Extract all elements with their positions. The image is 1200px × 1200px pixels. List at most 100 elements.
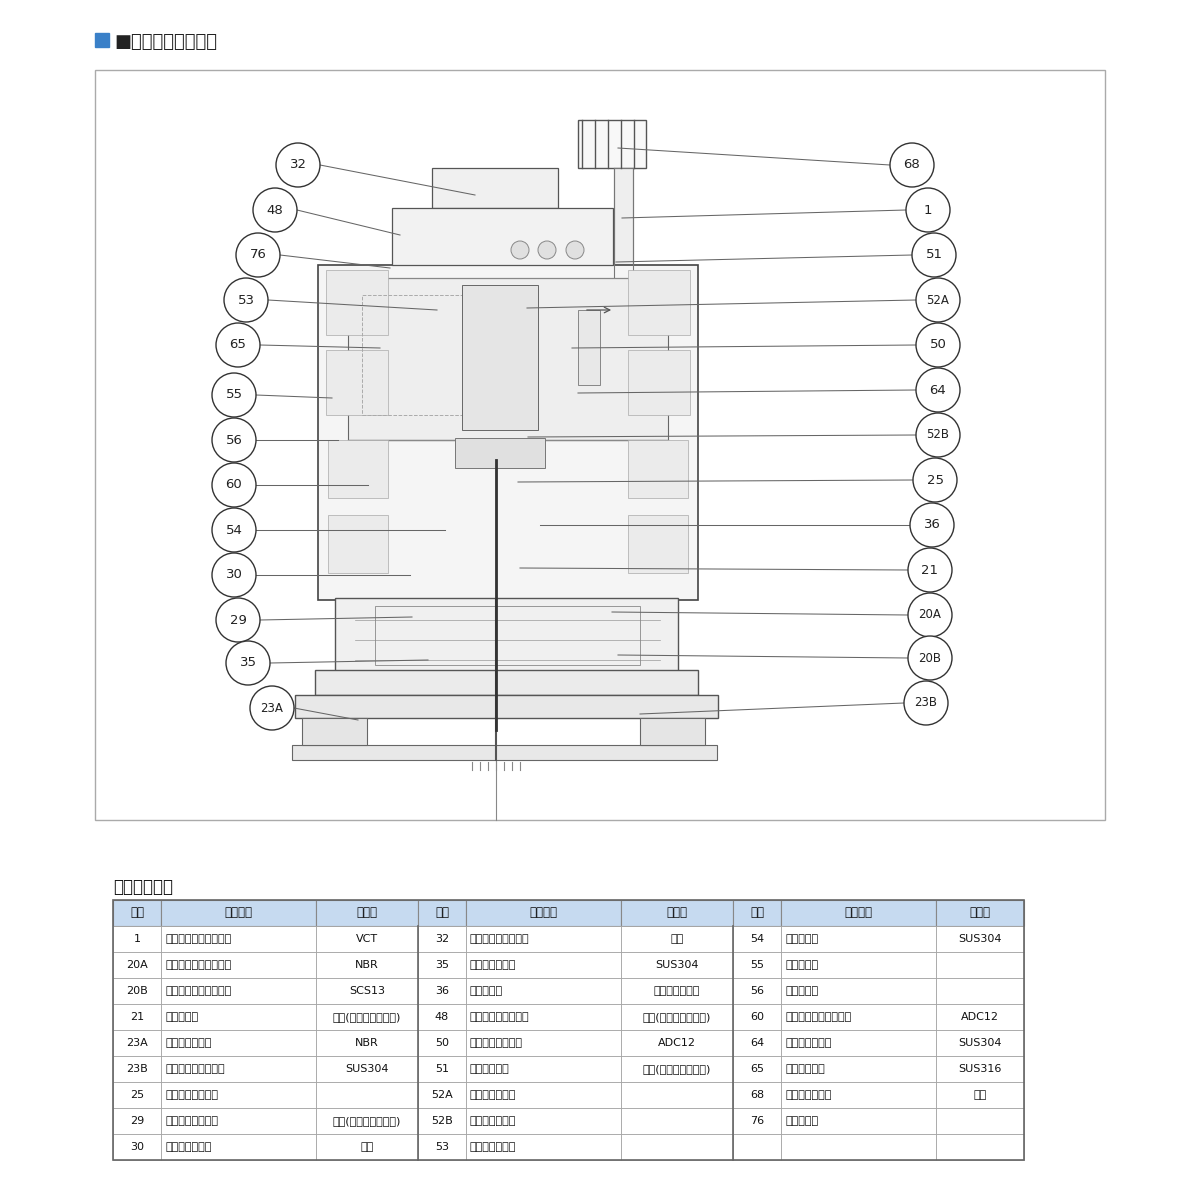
- Circle shape: [912, 233, 956, 277]
- Bar: [622, 926, 733, 952]
- Text: SUS304: SUS304: [346, 1064, 389, 1074]
- Circle shape: [916, 278, 960, 322]
- Text: 25: 25: [926, 474, 943, 486]
- Text: 品番: 品番: [436, 906, 449, 919]
- Bar: [418, 1004, 466, 1030]
- Text: 品　　名: 品 名: [529, 906, 558, 919]
- Bar: [326, 350, 388, 415]
- Bar: [95, 70, 1105, 820]
- Bar: [418, 926, 466, 952]
- Text: 32: 32: [434, 934, 449, 944]
- Bar: [466, 1056, 622, 1082]
- Bar: [622, 978, 733, 1004]
- Text: ハ　ン　ド　ル: ハ ン ド ル: [785, 1090, 832, 1100]
- Bar: [466, 952, 622, 978]
- Text: 樹脂: 樹脂: [973, 1090, 986, 1100]
- Text: 20A: 20A: [918, 608, 942, 622]
- Circle shape: [236, 233, 280, 277]
- Circle shape: [212, 418, 256, 462]
- Text: 52B: 52B: [431, 1116, 452, 1126]
- Bar: [936, 926, 1024, 952]
- Text: 21: 21: [922, 564, 938, 576]
- Bar: [466, 1030, 622, 1056]
- Text: ホースカップリング: ホースカップリング: [470, 934, 529, 944]
- Circle shape: [904, 680, 948, 725]
- Bar: [936, 1004, 1024, 1030]
- Bar: [733, 952, 781, 978]
- Bar: [628, 270, 690, 335]
- Bar: [161, 1030, 316, 1056]
- Bar: [161, 900, 316, 926]
- Bar: [113, 1082, 161, 1108]
- Text: 60: 60: [226, 479, 242, 492]
- Text: 樹脂: 樹脂: [360, 1142, 373, 1152]
- Bar: [614, 168, 634, 500]
- Bar: [418, 1056, 466, 1082]
- Text: 回　転　子: 回 転 子: [785, 960, 818, 970]
- Text: ADC12: ADC12: [961, 1012, 998, 1022]
- Text: 材　質: 材 質: [356, 906, 378, 919]
- Text: メカニカルシール: メカニカルシール: [166, 1090, 218, 1100]
- Bar: [113, 900, 1024, 1160]
- Text: 60: 60: [750, 1012, 764, 1022]
- Circle shape: [908, 593, 952, 637]
- Bar: [781, 1082, 936, 1108]
- Text: 主　　　軸: 主 軸: [785, 934, 818, 944]
- Circle shape: [890, 143, 934, 187]
- Bar: [733, 1108, 781, 1134]
- Text: 上　部　軸　受: 上 部 軸 受: [470, 1090, 516, 1100]
- Text: 35: 35: [240, 656, 257, 670]
- Text: ス　タ　ン　ド: ス タ ン ド: [166, 1038, 211, 1048]
- Text: 35: 35: [436, 960, 449, 970]
- Bar: [733, 978, 781, 1004]
- Text: ス　ト　レ　ー　ナ: ス ト レ ー ナ: [166, 1064, 224, 1074]
- Bar: [733, 1082, 781, 1108]
- Bar: [113, 1056, 161, 1082]
- Text: 54: 54: [750, 934, 764, 944]
- Text: ヘッドカバー: ヘッドカバー: [470, 1064, 510, 1074]
- Circle shape: [908, 548, 952, 592]
- Bar: [466, 978, 622, 1004]
- Text: 1: 1: [924, 204, 932, 216]
- Text: 65: 65: [750, 1064, 764, 1074]
- Text: 36: 36: [924, 518, 941, 532]
- Bar: [622, 1082, 733, 1108]
- Bar: [161, 978, 316, 1004]
- Bar: [733, 1030, 781, 1056]
- Circle shape: [212, 508, 256, 552]
- Text: 48: 48: [266, 204, 283, 216]
- Text: 20B: 20B: [918, 652, 942, 665]
- Circle shape: [276, 143, 320, 187]
- Text: 流動パラフィン: 流動パラフィン: [654, 986, 700, 996]
- Bar: [113, 900, 161, 926]
- Bar: [374, 606, 640, 665]
- Text: 20A: 20A: [126, 960, 148, 970]
- Circle shape: [212, 463, 256, 506]
- Bar: [418, 900, 466, 926]
- Text: 下　部　軸　受: 下 部 軸 受: [470, 1116, 516, 1126]
- Bar: [622, 952, 733, 978]
- Bar: [733, 1004, 781, 1030]
- Circle shape: [212, 553, 256, 596]
- Bar: [640, 718, 706, 745]
- Text: 25: 25: [130, 1090, 144, 1100]
- Text: 53: 53: [238, 294, 254, 306]
- Text: 53: 53: [436, 1142, 449, 1152]
- Text: 21: 21: [130, 1012, 144, 1022]
- Text: 52B: 52B: [926, 428, 949, 442]
- Circle shape: [916, 413, 960, 457]
- Bar: [622, 1056, 733, 1082]
- Text: 51: 51: [436, 1064, 449, 1074]
- Text: モータ保護装置: モータ保護装置: [470, 1142, 516, 1152]
- Bar: [335, 598, 678, 672]
- Bar: [781, 926, 936, 952]
- Text: 樹脂(ガラス繊維入り): 樹脂(ガラス繊維入り): [332, 1012, 401, 1022]
- Text: 30: 30: [226, 569, 242, 582]
- Circle shape: [212, 373, 256, 416]
- Text: 68: 68: [750, 1090, 764, 1100]
- Text: 潤　滑　油: 潤 滑 油: [470, 986, 503, 996]
- Text: 材　質: 材 質: [970, 906, 990, 919]
- Text: 23A: 23A: [260, 702, 283, 714]
- Circle shape: [908, 636, 952, 680]
- Bar: [781, 1004, 936, 1030]
